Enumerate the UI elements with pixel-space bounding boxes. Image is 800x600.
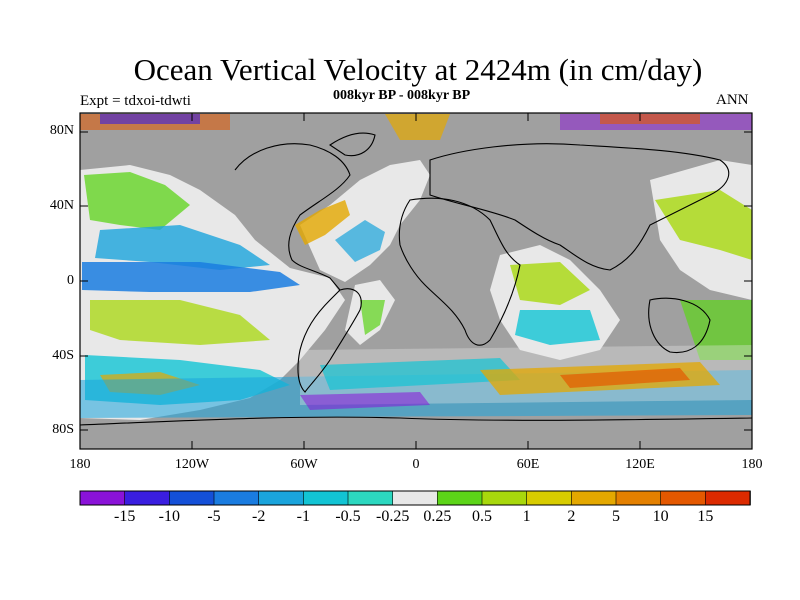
colorbar-label: 0.25 bbox=[423, 508, 452, 525]
colorbar-swatch bbox=[705, 490, 751, 506]
colorbar-label: 1 bbox=[522, 508, 531, 525]
lon-tick-label: 120E bbox=[625, 457, 655, 472]
colorbar-swatch bbox=[437, 490, 483, 506]
colorbar-label: -5 bbox=[207, 508, 221, 525]
lat-tick-label: 0 bbox=[67, 273, 74, 288]
experiment-label: Expt = tdxoi-tdwti bbox=[80, 93, 191, 109]
period-label: 008kyr BP - 008kyr BP bbox=[333, 88, 471, 103]
coastlines bbox=[79, 132, 753, 426]
colorbar-swatch bbox=[303, 490, 349, 506]
colorbar-swatch bbox=[481, 490, 528, 506]
lon-tick-label: 180 bbox=[69, 457, 91, 472]
colorbar-label: -0.25 bbox=[375, 508, 410, 525]
colorbar-label: 2 bbox=[567, 508, 576, 525]
lat-tick-label: 80S bbox=[52, 422, 74, 437]
lat-tick-label: 80N bbox=[49, 123, 74, 138]
lon-tick-label: 0 bbox=[412, 457, 420, 472]
colorbar-swatch bbox=[79, 490, 126, 506]
lon-tick-label: 60E bbox=[516, 457, 540, 472]
colorbar-swatch bbox=[347, 490, 394, 506]
colorbar-swatch bbox=[526, 490, 573, 506]
colorbar-label: -2 bbox=[251, 508, 266, 525]
colorbar-label: 5 bbox=[612, 508, 620, 525]
colorbar-swatch bbox=[213, 490, 260, 506]
lon-tick-label: 120W bbox=[174, 457, 210, 472]
colorbar-label: -15 bbox=[113, 508, 136, 525]
colorbar-label: -10 bbox=[158, 508, 180, 525]
lon-tick-label: 180 bbox=[741, 457, 763, 472]
colorbar-swatch bbox=[571, 490, 617, 506]
colorbar-swatch bbox=[124, 490, 171, 506]
velocity-field bbox=[80, 114, 752, 420]
colorbar-swatch bbox=[392, 490, 439, 506]
lat-tick-label: 40S bbox=[52, 348, 74, 363]
lat-tick-label: 40N bbox=[49, 198, 74, 213]
colorbar-swatch bbox=[660, 490, 707, 506]
colorbar-swatch bbox=[615, 490, 662, 506]
axis-ticks bbox=[80, 113, 752, 449]
colorbar-label: -1 bbox=[296, 508, 310, 525]
colorbar-swatch bbox=[258, 490, 305, 506]
map-title: Ocean Vertical Velocity at 2424m (in cm/… bbox=[133, 52, 703, 87]
colorbar bbox=[79, 490, 751, 506]
colorbar-frame bbox=[79, 490, 751, 506]
colorbar-swatch bbox=[169, 490, 215, 506]
lon-tick-label: 60W bbox=[290, 457, 318, 472]
colorbar-label: 0.5 bbox=[472, 508, 492, 525]
colorbar-label: 10 bbox=[652, 508, 669, 525]
colorbar-label: 15 bbox=[697, 508, 714, 525]
season-label: ANN bbox=[716, 92, 749, 108]
colorbar-label: -0.5 bbox=[335, 508, 361, 525]
